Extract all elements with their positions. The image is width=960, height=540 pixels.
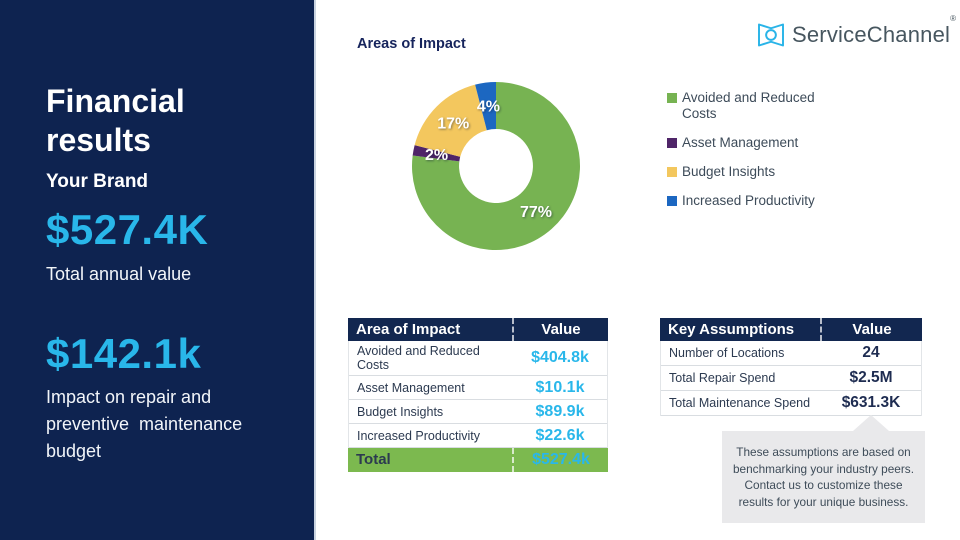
legend-item: Increased Productivity [667,193,852,209]
slice-percent-label: 77% [520,204,552,221]
legend-label: Budget Insights [682,164,776,179]
impact-table-total-row: Total $527.4k [348,448,608,472]
legend-swatch-yellow [667,167,677,177]
table-row: Total Repair Spend $2.5M [661,366,921,391]
donut-slice-0 [412,82,580,250]
servicechannel-logo-text: ServiceChannel® [792,14,957,47]
legend-swatch-green [667,93,677,103]
donut-chart: 77% 2% 17% 4% [412,82,580,250]
legend-item: Asset Management [667,135,852,151]
registered-mark: ® [950,14,957,23]
budget-impact-value: $142.1k [46,330,202,377]
legend-item: Budget Insights [667,164,852,180]
total-annual-value: $527.4K [46,206,209,253]
donut-slice-2 [414,84,487,157]
donut-slice-3 [475,82,496,131]
legend-item: Avoided and Reduced Costs [667,90,852,122]
table-row: Total Maintenance Spend $631.3K [661,391,921,416]
assumptions-table-header: Key Assumptions Value [660,318,922,341]
slice-percent-label: 4% [477,98,500,115]
chart-title: Areas of Impact [357,36,466,52]
table-row: Budget Insights $89.9k [349,400,607,424]
table-row: Avoided and Reduced Costs $404.8k [349,341,607,376]
legend-swatch-blue [667,196,677,206]
slice-percent-label: 17% [437,116,469,133]
assumptions-header-label: Key Assumptions [668,321,795,338]
table-row: Asset Management $10.1k [349,376,607,400]
servicechannel-logo: ServiceChannel® [756,14,957,50]
total-value: $527.4k [512,448,608,472]
legend-label: Increased Productivity [682,193,815,208]
note-text: These assumptions are based on benchmark… [733,445,914,509]
chart-legend: Avoided and Reduced Costs Asset Manageme… [667,90,852,222]
brand-name: Your Brand [46,171,149,192]
total-label: Total [356,451,391,468]
page-title: Financial results [46,83,185,159]
servicechannel-logo-icon [756,20,786,50]
table-row: Increased Productivity $22.6k [349,424,607,448]
budget-impact-caption: Impact on repair and preventive maintena… [46,387,248,461]
legend-label: Avoided and Reduced Costs [682,90,815,121]
impact-table-header-area: Area of Impact [356,321,461,338]
total-annual-value-caption: Total annual value [46,264,192,284]
legend-label: Asset Management [682,135,799,150]
donut-slice-1 [412,145,461,162]
legend-swatch-purple [667,138,677,148]
assumptions-header-value: Value [820,318,922,341]
impact-table-header-value: Value [512,318,608,341]
note-pointer-icon [853,415,889,431]
assumptions-table: Key Assumptions Value Number of Location… [660,318,922,416]
impact-table-header: Area of Impact Value [348,318,608,341]
table-row: Number of Locations 24 [661,341,921,366]
assumptions-note: These assumptions are based on benchmark… [722,415,925,524]
slice-percent-label: 2% [425,147,448,164]
impact-table: Area of Impact Value Avoided and Reduced… [348,318,608,472]
sidebar: Financial results Your Brand $527.4K Tot… [0,0,314,540]
